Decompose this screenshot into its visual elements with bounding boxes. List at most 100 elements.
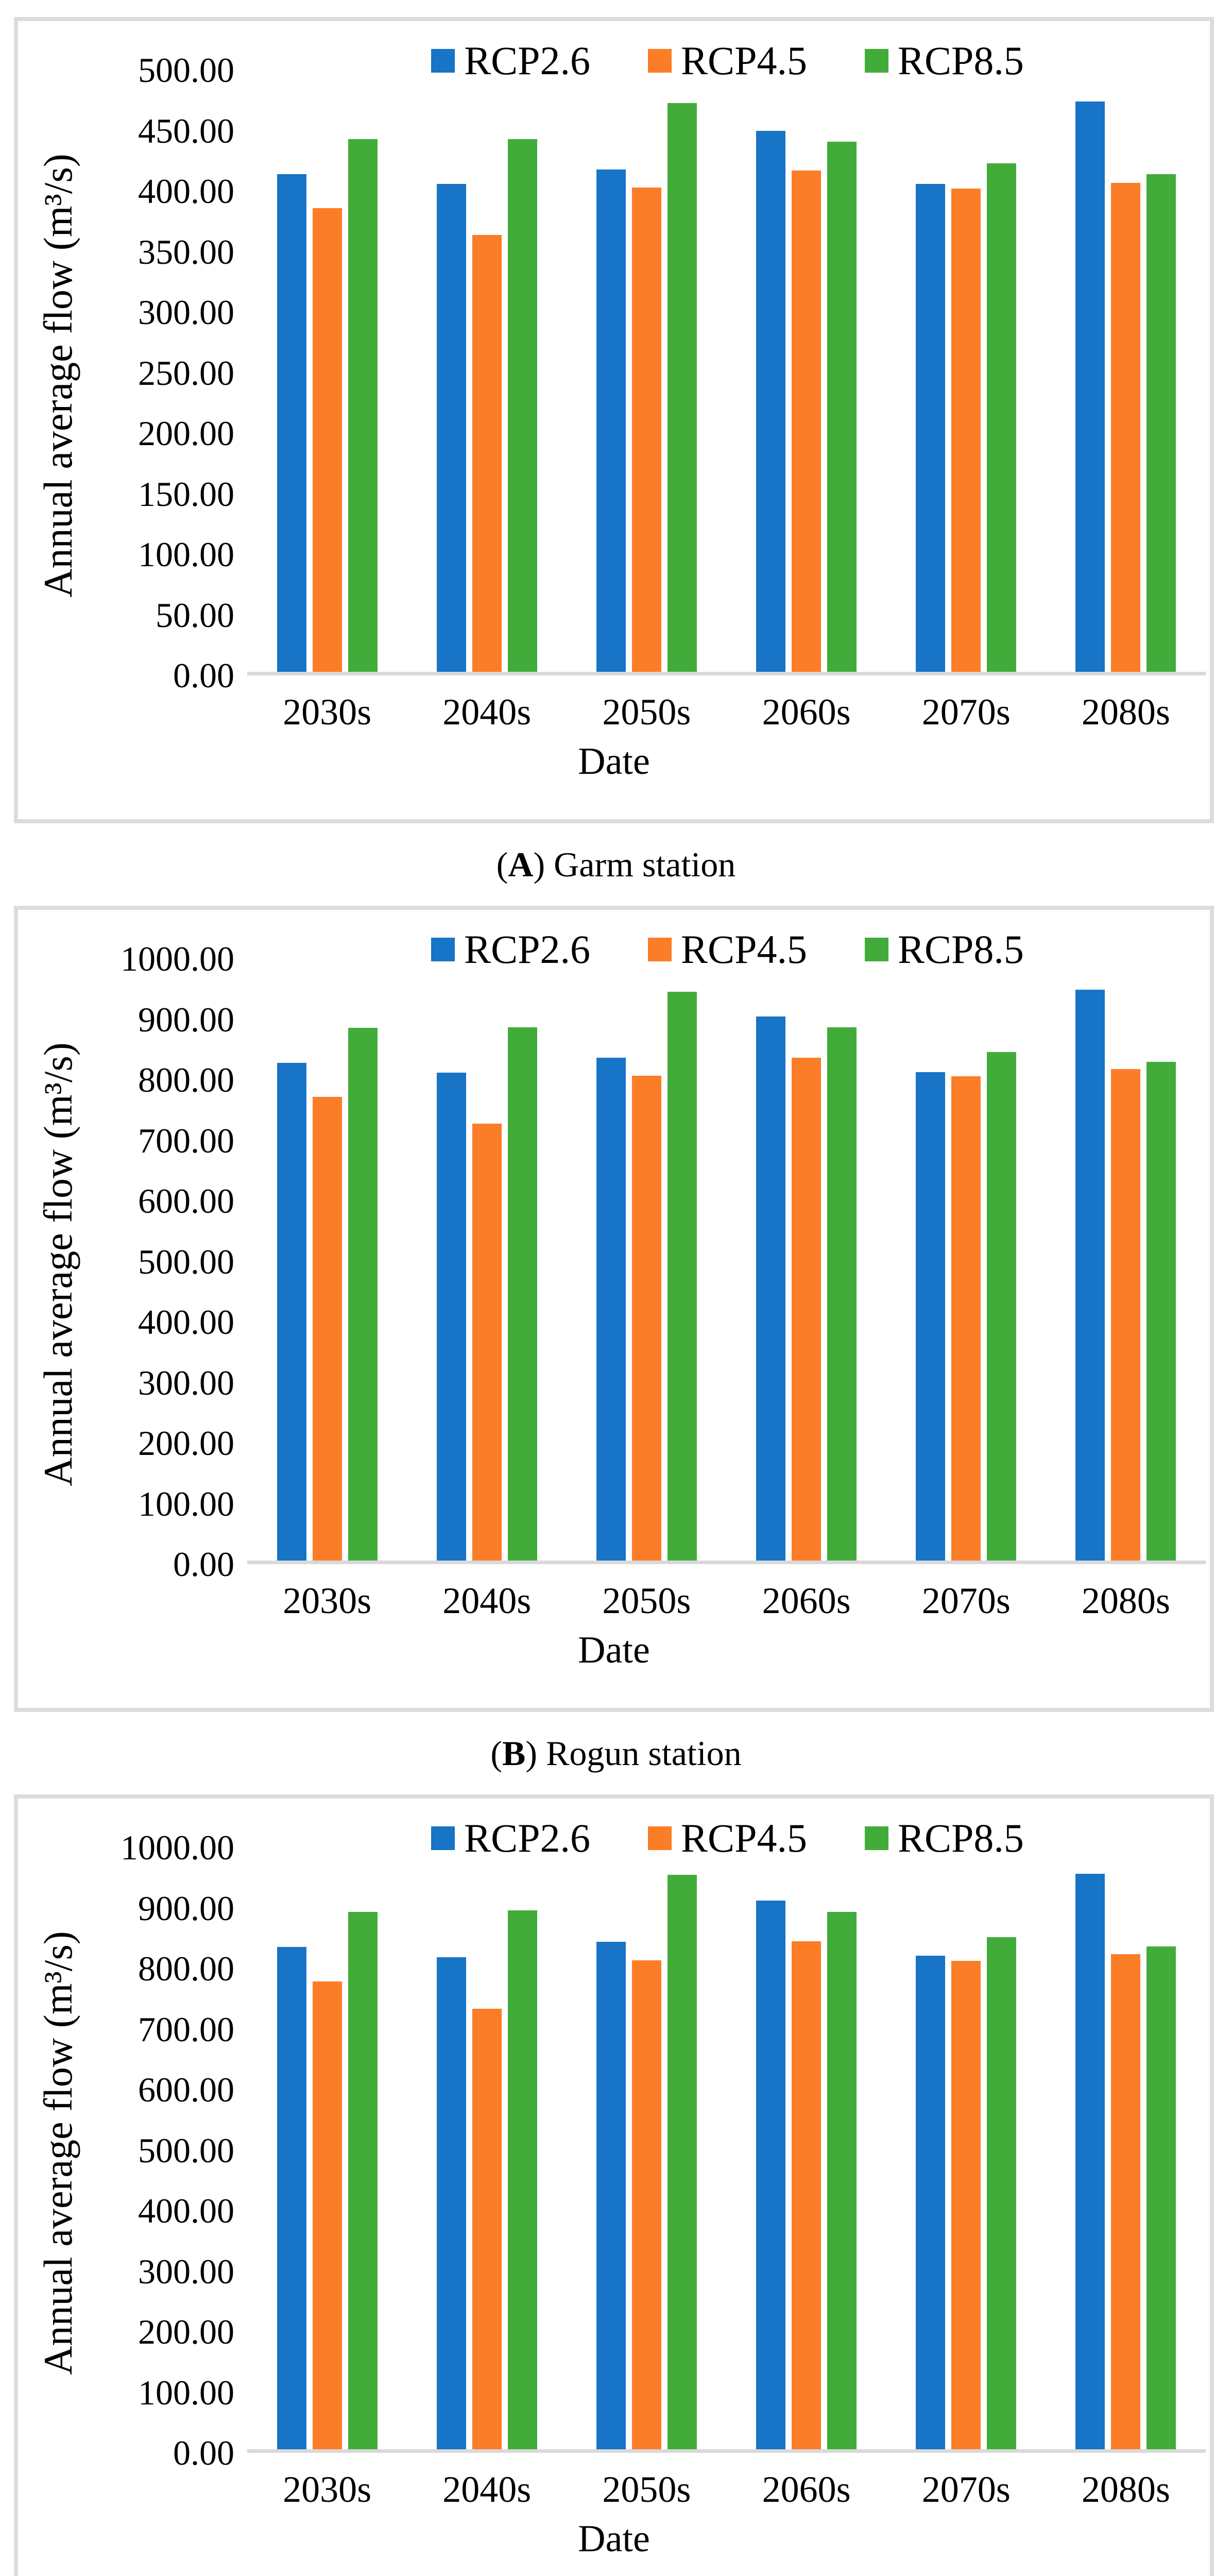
bar-2070s-rcp8.5 (987, 1052, 1017, 1561)
x-tick-label-2070s: 2070s (921, 691, 1011, 733)
bar-2030s-rcp8.5 (348, 1911, 378, 2449)
bar-group-2060s (727, 70, 886, 672)
bar-2080s-rcp4.5 (1111, 1069, 1141, 1561)
bar-2060s-rcp8.5 (827, 1911, 857, 2449)
bar-group-2040s (407, 1848, 567, 2449)
legend-item-rcp4.5: RCP4.5 (648, 1818, 807, 1858)
bar-2050s-rcp2.6 (596, 169, 626, 672)
bar-2040s-rcp4.5 (472, 234, 502, 672)
y-tick-label: 1000.00 (121, 1828, 234, 1867)
y-tick-label: 450.00 (138, 111, 234, 150)
y-tick-label: 700.00 (138, 1121, 234, 1160)
y-tick-label: 100.00 (138, 535, 234, 574)
y-tick-label: 1000.00 (121, 939, 234, 978)
y-tick-label: 150.00 (138, 474, 234, 514)
bar-2070s-rcp2.6 (916, 1956, 946, 2449)
bar-2040s-rcp2.6 (436, 183, 466, 672)
y-tick-label: 300.00 (138, 293, 234, 332)
bar-group-2040s (407, 70, 567, 672)
y-tick-label: 200.00 (138, 414, 234, 453)
x-tick-label-2060s: 2060s (762, 691, 851, 733)
y-tick-label: 800.00 (138, 1949, 234, 1988)
legend-label: RCP8.5 (897, 38, 1024, 83)
legend-label: RCP4.5 (681, 38, 807, 83)
bar-2040s-rcp2.6 (436, 1957, 466, 2449)
bar-2080s-rcp4.5 (1111, 182, 1141, 672)
x-tick-label-2060s: 2060s (762, 2469, 851, 2510)
y-tick-label: 500.00 (138, 1242, 234, 1281)
bar-2030s-rcp2.6 (277, 1063, 306, 1561)
legend-item-rcp8.5: RCP8.5 (864, 38, 1024, 83)
bar-2050s-rcp4.5 (631, 1960, 661, 2449)
bar-2040s-rcp4.5 (472, 2008, 502, 2449)
y-tick-label: 900.00 (138, 999, 234, 1039)
legend: RCP2.6 RCP4.5 RCP8.5 (247, 41, 1208, 81)
legend-swatch-icon (648, 49, 672, 73)
legend-item-rcp8.5: RCP8.5 (864, 927, 1024, 972)
bar-2070s-rcp4.5 (951, 1076, 981, 1561)
legend-item-rcp2.6: RCP2.6 (431, 41, 590, 81)
bar-2060s-rcp4.5 (792, 1057, 822, 1561)
y-tick-label: 600.00 (138, 1181, 234, 1221)
bar-group-2050s (567, 70, 726, 672)
legend-swatch-icon (864, 1826, 888, 1850)
caption-text: Rogun station (545, 1733, 742, 1773)
legend-swatch-icon (864, 938, 888, 961)
bar-2080s-rcp4.5 (1111, 1954, 1141, 2449)
bar-2070s-rcp8.5 (987, 1937, 1017, 2449)
bar-2050s-rcp2.6 (596, 1942, 626, 2449)
bar-2060s-rcp8.5 (827, 141, 857, 672)
bar-2060s-rcp8.5 (827, 1027, 857, 1561)
y-tick-label: 700.00 (138, 2009, 234, 2049)
bar-group-2060s (727, 959, 886, 1561)
x-tick-label-2030s: 2030s (283, 691, 372, 733)
caption-letter: A (508, 844, 534, 884)
y-tick-label: 0.00 (173, 2433, 234, 2472)
x-axis-title: Date (578, 740, 650, 783)
bar-2040s-rcp8.5 (507, 139, 537, 672)
x-tick-label-2040s: 2040s (442, 1580, 532, 1621)
legend-label: RCP2.6 (464, 38, 591, 83)
bar-2060s-rcp2.6 (756, 1901, 786, 2449)
bar-2060s-rcp2.6 (756, 1016, 786, 1561)
bar-group-2070s (886, 70, 1046, 672)
bar-group-2030s (247, 70, 407, 672)
legend-label: RCP2.6 (464, 1816, 591, 1860)
y-tick-label: 100.00 (138, 1484, 234, 1523)
bar-2080s-rcp2.6 (1075, 1873, 1105, 2449)
legend-item-rcp2.6: RCP2.6 (431, 929, 590, 970)
y-tick-label: 800.00 (138, 1060, 234, 1099)
y-tick-label: 300.00 (138, 2251, 234, 2291)
y-tick-label: 900.00 (138, 1888, 234, 1928)
bar-group-2070s (886, 959, 1046, 1561)
legend-item-rcp8.5: RCP8.5 (864, 1818, 1024, 1858)
plot-area (247, 1848, 1206, 2453)
bar-2070s-rcp4.5 (951, 1960, 981, 2449)
legend-label: RCP8.5 (897, 927, 1024, 972)
plot-area (247, 959, 1206, 1564)
legend: RCP2.6 RCP4.5 RCP8.5 (247, 1818, 1208, 1858)
bar-2050s-rcp8.5 (667, 103, 697, 672)
bar-2030s-rcp2.6 (277, 1946, 306, 2449)
y-tick-label: 200.00 (138, 2312, 234, 2351)
bar-2080s-rcp2.6 (1075, 989, 1105, 1561)
chart-panel-C: RCP2.6 RCP4.5 RCP8.5 Annual average flow (m… (14, 1794, 1214, 2576)
bar-group-2050s (567, 959, 726, 1561)
y-tick-label: 500.00 (138, 2130, 234, 2170)
x-axis-labels: 2030s 2040s 2050s 2060s 2070s 2080s (247, 2471, 1206, 2508)
legend-swatch-icon (431, 1826, 455, 1850)
x-tick-label-2050s: 2050s (602, 691, 691, 733)
bar-group-2080s (1046, 959, 1206, 1561)
legend-swatch-icon (648, 1826, 672, 1850)
legend-item-rcp4.5: RCP4.5 (648, 41, 807, 81)
x-tick-label-2070s: 2070s (921, 2469, 1011, 2510)
y-tick-label: 400.00 (138, 172, 234, 211)
bar-2040s-rcp4.5 (472, 1123, 502, 1561)
x-tick-label-2050s: 2050s (602, 2469, 691, 2510)
bar-group-2040s (407, 959, 567, 1561)
bar-2080s-rcp2.6 (1075, 101, 1105, 672)
y-tick-label: 500.00 (138, 50, 234, 90)
bar-2070s-rcp2.6 (916, 1072, 946, 1561)
bar-2040s-rcp8.5 (507, 1910, 537, 2449)
